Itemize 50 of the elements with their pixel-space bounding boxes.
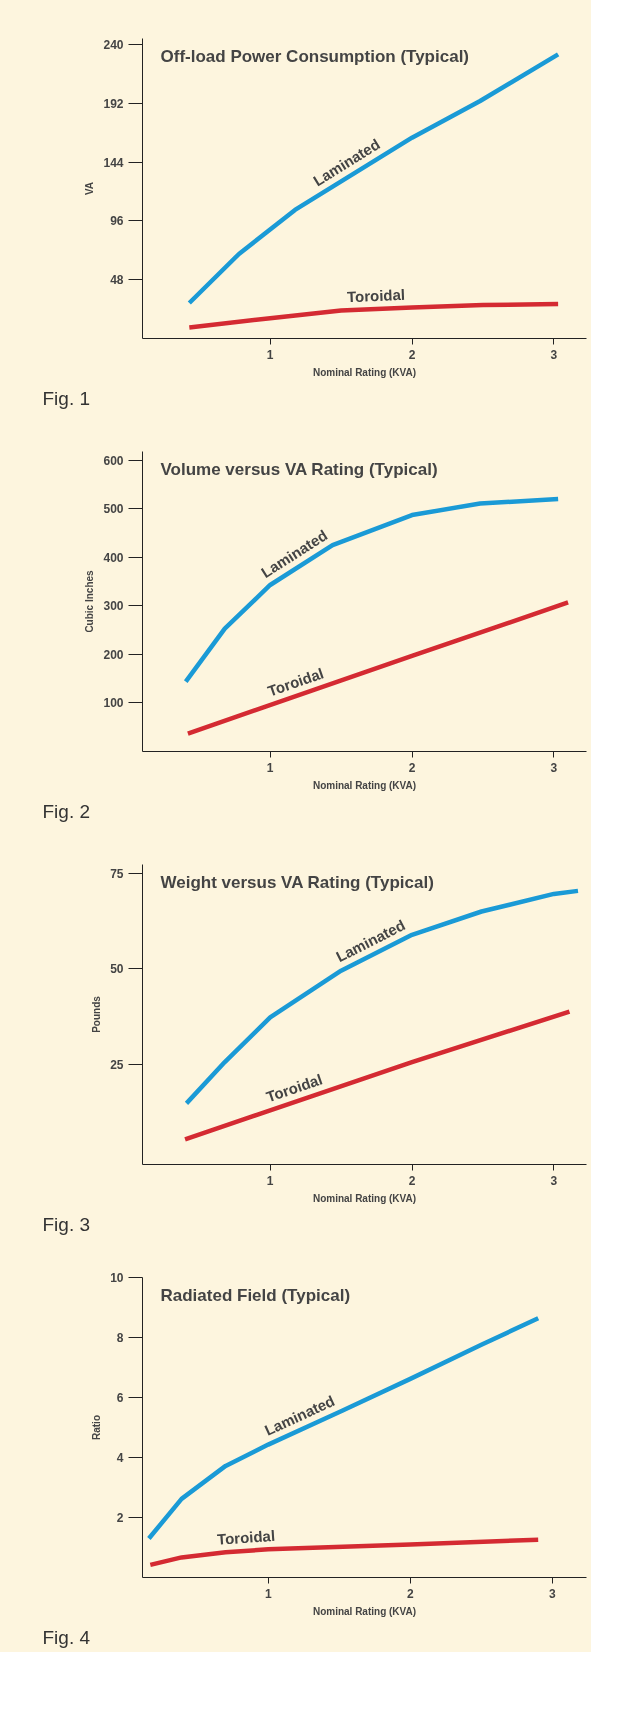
y-tick-label: 600 xyxy=(103,453,124,468)
series-label: Toroidal xyxy=(346,285,406,306)
x-tick-label: 3 xyxy=(549,1586,557,1601)
y-tick-label: 500 xyxy=(103,502,124,517)
caption: Fig. 2 xyxy=(42,800,91,822)
x-tick-label: 2 xyxy=(408,760,416,775)
y-tick-label: 300 xyxy=(103,599,124,614)
caption: Fig. 1 xyxy=(42,387,91,409)
y-axis-title: Ratio xyxy=(91,1415,103,1440)
x-tick-label: 3 xyxy=(550,760,558,775)
y-tick-label: 400 xyxy=(103,550,124,565)
x-tick-label: 2 xyxy=(408,1173,416,1188)
y-tick-label: 2 xyxy=(116,1511,124,1525)
y-tick-label: 4 xyxy=(116,1451,124,1465)
x-axis-title: Nominal Rating (KVA) xyxy=(312,366,417,378)
y-tick-label: 8 xyxy=(116,1331,124,1345)
x-tick-label: 2 xyxy=(406,1586,414,1601)
y-tick-label: 240 xyxy=(103,38,124,53)
y-tick-label: 100 xyxy=(103,696,124,711)
line-series xyxy=(187,301,561,330)
y-tick-label: 144 xyxy=(103,155,124,170)
y-tick-label: 192 xyxy=(103,96,124,111)
y-axis-title: Cubic Inches xyxy=(84,569,96,633)
y-tick-label: 200 xyxy=(103,647,124,662)
x-axis-title: Nominal Rating (KVA) xyxy=(312,1192,417,1204)
y-tick-label: 25 xyxy=(110,1057,124,1072)
y-tick-label: 50 xyxy=(110,962,124,977)
caption: Fig. 4 xyxy=(42,1626,91,1648)
y-tick-label: 10 xyxy=(110,1271,124,1285)
y-tick-label: 6 xyxy=(116,1391,124,1405)
caption: Fig. 3 xyxy=(42,1213,91,1235)
x-axis-title: Nominal Rating (KVA) xyxy=(312,1605,417,1617)
x-tick-label: 1 xyxy=(264,1586,272,1601)
text: Weight versus VA Rating (Typical) xyxy=(160,872,434,892)
x-tick-label: 1 xyxy=(266,1173,274,1188)
x-tick-label: 3 xyxy=(550,1173,558,1188)
y-tick-label: 96 xyxy=(110,214,124,229)
text: Radiated Field (Typical) xyxy=(160,1285,351,1305)
y-tick-label: 48 xyxy=(110,273,124,288)
y-tick-label: 75 xyxy=(110,866,124,881)
y-axis-title: Pounds xyxy=(91,995,103,1033)
x-tick-label: 3 xyxy=(550,347,558,362)
text: Volume versus VA Rating (Typical) xyxy=(160,459,438,479)
x-tick-label: 1 xyxy=(266,760,274,775)
text: Off-load Power Consumption (Typical) xyxy=(160,46,470,66)
x-axis-title: Nominal Rating (KVA) xyxy=(312,779,417,791)
y-axis-title: VA xyxy=(84,181,96,196)
x-tick-label: 2 xyxy=(408,347,416,362)
x-tick-label: 1 xyxy=(266,347,274,362)
series-label: Toroidal xyxy=(216,1526,276,1548)
